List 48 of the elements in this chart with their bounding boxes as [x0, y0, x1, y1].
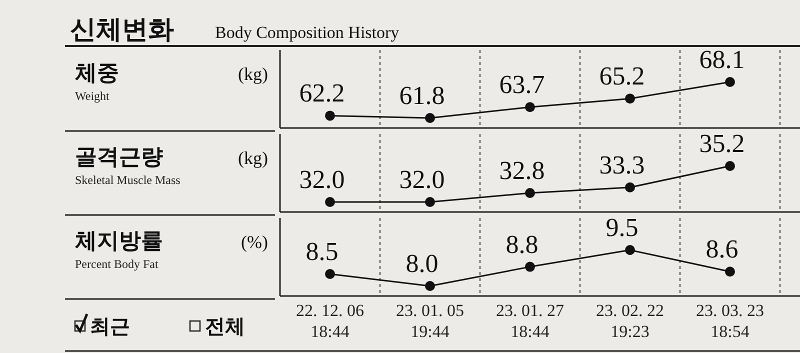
text: (kg): [238, 64, 268, 84]
point: [725, 161, 735, 171]
point: [325, 197, 335, 207]
data-label: 8.5: [306, 237, 338, 266]
data-label: 9.5: [606, 213, 638, 242]
text: (kg): [238, 148, 268, 168]
data-label: 32.8: [499, 156, 545, 185]
data-label: 68.1: [699, 45, 745, 74]
data-label: 8.8: [506, 230, 538, 259]
x-tick-label: 23. 03. 23 18:54: [696, 301, 764, 341]
text: (%): [241, 232, 268, 252]
point: [625, 94, 635, 104]
data-label: 63.7: [499, 70, 545, 100]
data-label: 32.0: [299, 165, 345, 194]
chart-title: 신체변화: [70, 15, 174, 45]
data-label: 62.2: [299, 78, 345, 108]
point: [625, 245, 635, 255]
y-axis-title: 골격근량: [75, 145, 163, 170]
point: [725, 77, 735, 87]
data-label: 8.6: [706, 234, 738, 264]
point: [525, 188, 535, 198]
chart-subtitle: Body Composition History: [215, 23, 400, 42]
text: Percent Body Fat: [75, 257, 159, 271]
point: [425, 113, 435, 123]
point: [525, 262, 535, 272]
x-tick-label: 23. 02. 22 19:23: [596, 301, 664, 341]
text: 전체: [205, 314, 245, 338]
x-tick-label: 23. 01. 27 18:44: [496, 301, 564, 341]
point: [325, 269, 335, 279]
text: Skeletal Muscle Mass: [75, 173, 181, 187]
y-axis-title: 체지방률: [75, 229, 163, 254]
point: [425, 281, 435, 291]
data-label: 32.0: [399, 165, 445, 194]
point: [625, 182, 635, 192]
point: [425, 197, 435, 207]
point: [725, 266, 735, 277]
x-tick-label: 22. 12. 06 18:44: [296, 301, 364, 341]
data-label: 65.2: [599, 62, 645, 91]
point: [325, 110, 335, 121]
data-label: 33.3: [599, 150, 645, 180]
y-axis-title: 체중: [75, 61, 119, 86]
x-tick-label: 23. 01. 05 19:44: [396, 301, 464, 341]
point: [525, 102, 535, 112]
data-label: 35.2: [699, 129, 745, 158]
data-label: 8.0: [406, 249, 438, 278]
text: Weight: [75, 89, 110, 103]
text: 최근: [90, 314, 130, 338]
data-label: 61.8: [399, 81, 445, 110]
